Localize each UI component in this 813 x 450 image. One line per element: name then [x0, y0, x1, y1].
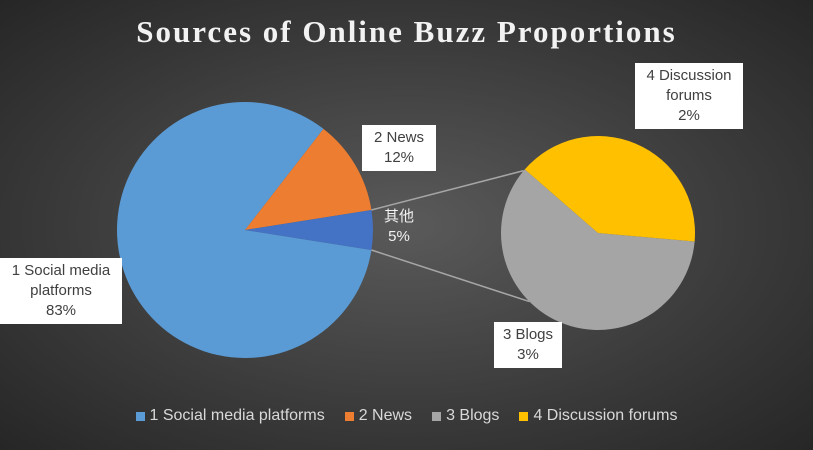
legend-item: 4 Discussion forums: [519, 407, 677, 425]
legend-item: 3 Blogs: [432, 407, 499, 425]
connector-line: [371, 169, 524, 211]
data-label: 其他 5%: [378, 204, 420, 250]
data-label: 2 News 12%: [362, 125, 436, 171]
legend-swatch: [344, 411, 354, 421]
data-label-category: 1 Social media platforms: [11, 262, 111, 299]
secondary-slice: [524, 136, 695, 242]
legend-label: 3 Blogs: [446, 407, 500, 424]
pie-slice: [117, 101, 372, 359]
chart-title: Sources of Online Buzz Proportions: [136, 14, 677, 49]
data-label-value: 5%: [388, 228, 410, 245]
data-label-value: 12%: [383, 149, 415, 166]
legend-swatch: [519, 411, 529, 421]
data-label-category: 2 News: [373, 129, 425, 146]
pie-slice: [245, 209, 373, 251]
legend-item: 2 News: [344, 407, 413, 425]
pie-slice: [245, 128, 372, 230]
legend: 1 Social media platforms 2 News 3 Blogs 4 D…: [0, 407, 813, 425]
secondary-slice: [500, 169, 695, 331]
legend-item: 1 Social media platforms: [135, 407, 325, 425]
legend-label: 1 Social media platforms: [149, 407, 325, 424]
legend-swatch: [135, 411, 145, 421]
data-label-category: 4 Discussion forums: [646, 67, 732, 104]
data-label: 3 Blogs 3%: [494, 322, 562, 368]
connector-line: [371, 249, 530, 303]
data-label-value: 3%: [517, 346, 539, 363]
data-label-value: 2%: [678, 107, 700, 124]
legend-label: 2 News: [358, 407, 413, 424]
data-label: 4 Discussion forums 2%: [635, 63, 743, 129]
data-label-category: 其他: [383, 208, 414, 225]
legend-label: 4 Discussion forums: [533, 407, 678, 424]
data-label: 1 Social media platforms 83%: [0, 258, 122, 324]
data-label-value: 83%: [45, 302, 77, 319]
data-label-category: 3 Blogs: [502, 326, 554, 343]
legend-swatch: [432, 411, 442, 421]
